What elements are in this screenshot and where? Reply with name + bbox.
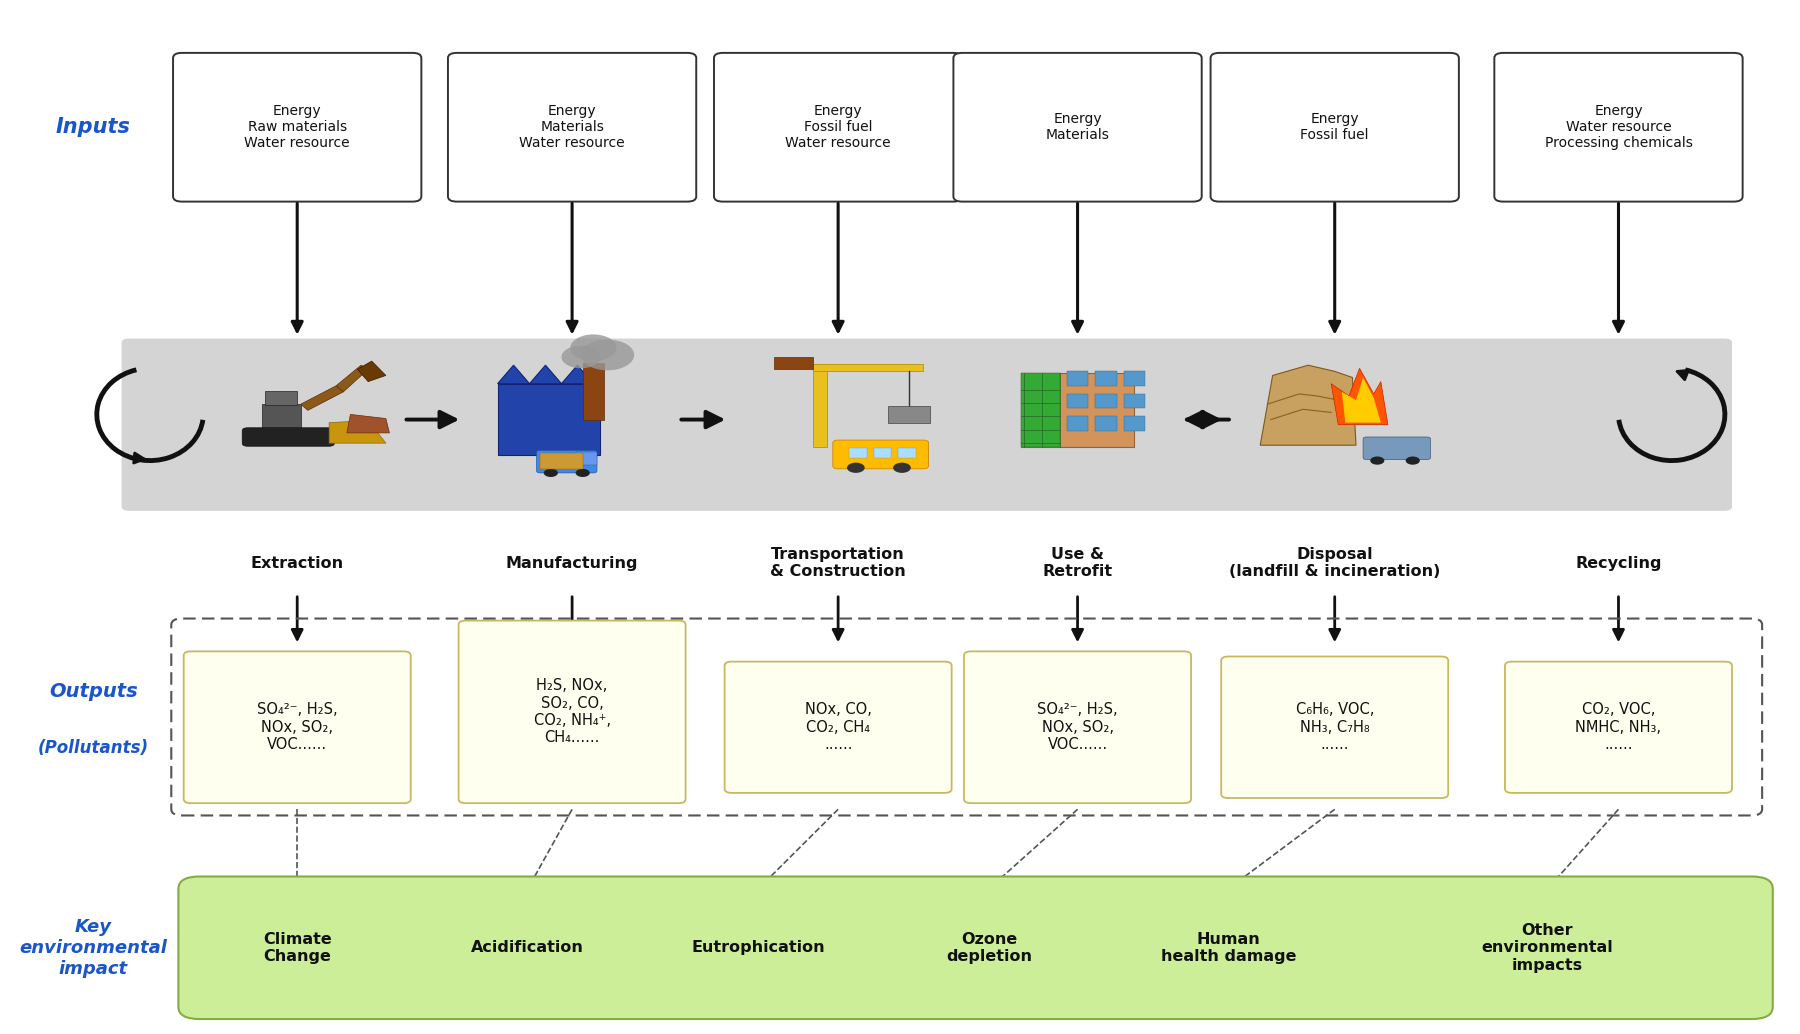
FancyBboxPatch shape	[184, 651, 410, 803]
Text: Manufacturing: Manufacturing	[506, 555, 639, 571]
Polygon shape	[1341, 377, 1381, 423]
Text: (Pollutants): (Pollutants)	[38, 738, 149, 757]
Circle shape	[576, 468, 590, 477]
Text: Recycling: Recycling	[1575, 555, 1661, 571]
Bar	[1067, 394, 1089, 408]
Polygon shape	[562, 365, 594, 384]
Text: Outputs: Outputs	[49, 681, 137, 701]
FancyBboxPatch shape	[1211, 53, 1458, 202]
Circle shape	[581, 339, 634, 370]
Circle shape	[571, 334, 616, 361]
Bar	[774, 357, 814, 369]
Text: H₂S, NOx,
SO₂, CO,
CO₂, NH₄⁺,
CH₄......: H₂S, NOx, SO₂, CO, CO₂, NH₄⁺, CH₄......	[533, 678, 610, 746]
Circle shape	[1406, 456, 1420, 464]
Text: Extraction: Extraction	[250, 555, 344, 571]
Text: Other
environmental
impacts: Other environmental impacts	[1481, 923, 1613, 973]
Bar	[497, 384, 601, 455]
Bar	[1021, 373, 1060, 448]
FancyBboxPatch shape	[965, 651, 1192, 803]
Text: Ozone
depletion: Ozone depletion	[945, 932, 1031, 964]
FancyBboxPatch shape	[122, 338, 1732, 511]
Polygon shape	[1260, 365, 1355, 446]
FancyBboxPatch shape	[178, 877, 1773, 1020]
Polygon shape	[347, 415, 389, 433]
Text: Acidification: Acidification	[472, 940, 585, 955]
Text: Energy
Fossil fuel
Water resource: Energy Fossil fuel Water resource	[785, 104, 891, 150]
Text: Energy
Materials
Water resource: Energy Materials Water resource	[518, 104, 625, 150]
FancyBboxPatch shape	[715, 53, 963, 202]
Bar	[583, 363, 605, 420]
Text: Energy
Fossil fuel: Energy Fossil fuel	[1300, 112, 1370, 143]
Circle shape	[562, 345, 601, 368]
Bar	[850, 449, 866, 457]
Bar	[1123, 394, 1145, 408]
Bar	[540, 453, 583, 468]
Text: NOx, CO,
CO₂, CH₄
......: NOx, CO, CO₂, CH₄ ......	[805, 702, 871, 752]
Text: C₆H₆, VOC,
NH₃, C₇H₈
......: C₆H₆, VOC, NH₃, C₇H₈ ......	[1296, 702, 1373, 752]
Text: SO₄²⁻, H₂S,
NOx, SO₂,
VOC......: SO₄²⁻, H₂S, NOx, SO₂, VOC......	[257, 702, 338, 752]
FancyBboxPatch shape	[173, 53, 421, 202]
Polygon shape	[497, 365, 529, 384]
Circle shape	[893, 462, 911, 473]
Text: SO₄²⁻, H₂S,
NOx, SO₂,
VOC......: SO₄²⁻, H₂S, NOx, SO₂, VOC......	[1037, 702, 1118, 752]
Text: Energy
Water resource
Processing chemicals: Energy Water resource Processing chemica…	[1544, 104, 1692, 150]
Polygon shape	[337, 365, 369, 392]
Polygon shape	[529, 365, 562, 384]
Circle shape	[544, 468, 558, 477]
Text: Eutrophication: Eutrophication	[691, 940, 824, 955]
FancyBboxPatch shape	[243, 428, 335, 447]
FancyBboxPatch shape	[536, 451, 598, 473]
FancyBboxPatch shape	[1363, 437, 1431, 459]
Polygon shape	[329, 421, 385, 444]
Bar	[1067, 417, 1089, 431]
Text: CO₂, VOC,
NMHC, NH₃,
......: CO₂, VOC, NMHC, NH₃, ......	[1575, 702, 1661, 752]
Polygon shape	[358, 361, 385, 382]
Text: Transportation
& Construction: Transportation & Construction	[770, 547, 905, 579]
FancyBboxPatch shape	[1220, 657, 1449, 798]
FancyBboxPatch shape	[1494, 53, 1742, 202]
Bar	[1123, 417, 1145, 431]
FancyBboxPatch shape	[954, 53, 1202, 202]
Bar	[1021, 373, 1134, 448]
Bar	[1067, 371, 1089, 386]
Polygon shape	[301, 386, 344, 410]
Bar	[1094, 417, 1116, 431]
Text: Key
environmental
impact: Key environmental impact	[20, 918, 167, 977]
Bar	[265, 391, 297, 405]
Text: Energy
Materials: Energy Materials	[1046, 112, 1109, 143]
Text: Energy
Raw materials
Water resource: Energy Raw materials Water resource	[245, 104, 349, 150]
Bar	[1123, 371, 1145, 386]
Bar	[1094, 371, 1116, 386]
Circle shape	[1370, 456, 1384, 464]
FancyBboxPatch shape	[725, 662, 952, 793]
Polygon shape	[1332, 368, 1388, 425]
Bar	[814, 364, 923, 371]
Text: Disposal
(landfill & incineration): Disposal (landfill & incineration)	[1229, 547, 1440, 579]
Bar	[898, 449, 916, 457]
FancyBboxPatch shape	[448, 53, 697, 202]
FancyBboxPatch shape	[1505, 662, 1732, 793]
FancyBboxPatch shape	[459, 620, 686, 803]
Bar	[873, 449, 891, 457]
Bar	[1094, 394, 1116, 408]
Text: Climate
Change: Climate Change	[263, 932, 331, 964]
Bar	[887, 406, 931, 423]
Bar	[814, 365, 828, 448]
Text: Use &
Retrofit: Use & Retrofit	[1042, 547, 1112, 579]
Text: Inputs: Inputs	[56, 117, 131, 138]
Text: Human
health damage: Human health damage	[1161, 932, 1296, 964]
Bar	[261, 404, 301, 433]
Circle shape	[848, 462, 864, 473]
FancyBboxPatch shape	[833, 440, 929, 468]
Bar	[576, 453, 598, 464]
